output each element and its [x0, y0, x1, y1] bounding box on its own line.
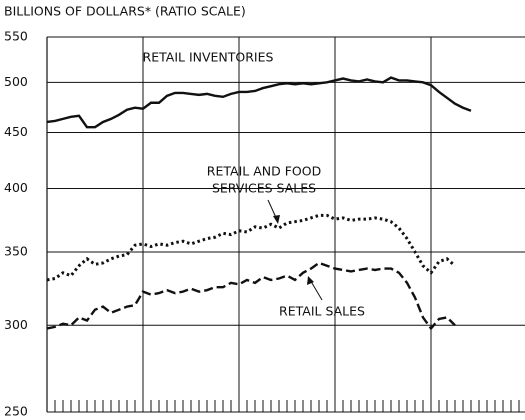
y-tick-label: 300	[4, 317, 28, 332]
annotation: RETAIL SALES	[279, 304, 365, 319]
data-line	[46, 76, 472, 129]
y-tick-label: 250	[4, 404, 28, 419]
data-line	[46, 261, 456, 331]
annotation: RETAIL AND FOOD	[207, 164, 321, 179]
arrowhead	[307, 276, 314, 285]
y-tick-label: 500	[4, 74, 28, 89]
annotation: RETAIL INVENTORIES	[143, 50, 274, 65]
y-tick-label: 350	[4, 243, 28, 258]
y-tick-label: 450	[4, 124, 28, 139]
data-line	[46, 213, 456, 282]
y-tick-label: 550	[4, 29, 28, 44]
arrowhead	[273, 215, 280, 224]
y-tick-label: 400	[4, 180, 28, 195]
chart-title: BILLIONS OF DOLLARS* (RATIO SCALE)	[4, 4, 246, 19]
